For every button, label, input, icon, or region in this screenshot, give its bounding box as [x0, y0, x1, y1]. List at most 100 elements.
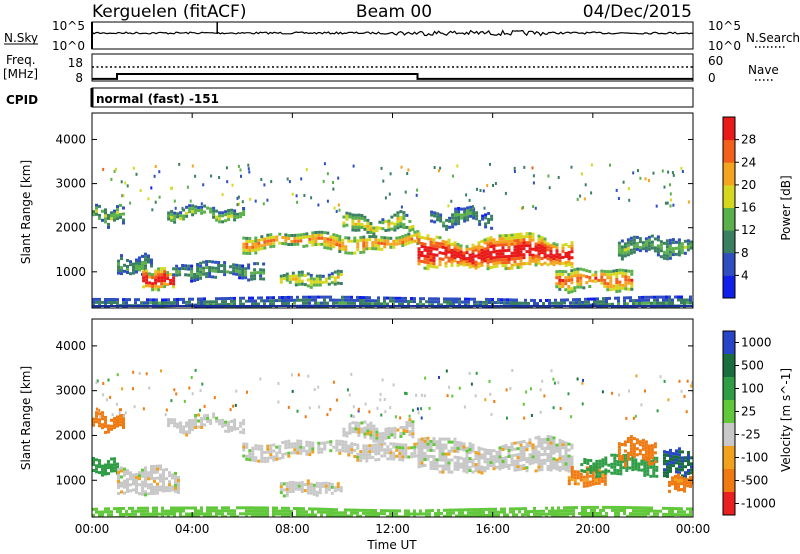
echo-cell [308, 406, 311, 410]
echo-cell [389, 406, 392, 410]
echo-cell [162, 474, 165, 478]
echo-cell [462, 442, 466, 446]
echo-cell [483, 247, 487, 251]
echo-cell [553, 381, 556, 385]
echo-cell [434, 300, 437, 304]
echo-cell [119, 408, 122, 412]
echo-cell [312, 283, 316, 287]
echo-cell [281, 299, 284, 302]
echo-cell [146, 515, 149, 517]
echo-cell [326, 199, 329, 203]
echo-cell [534, 260, 538, 264]
echo-cell [495, 255, 499, 259]
echo-cell [233, 509, 236, 513]
echo-cell [606, 270, 610, 274]
echo-cell [558, 269, 562, 273]
echo-cell [609, 273, 613, 277]
echo-cell [202, 266, 206, 270]
echo-cell [371, 512, 374, 515]
echo-cell [366, 227, 370, 231]
echo-cell [677, 295, 680, 299]
echo-cell [420, 245, 424, 248]
echo-cell [488, 301, 491, 304]
echo-cell [426, 252, 430, 256]
echo-cell [173, 199, 176, 203]
echo-cell [434, 515, 437, 517]
echo-cell [525, 466, 529, 470]
echo-cell [290, 243, 294, 246]
echo-cell [671, 250, 675, 254]
echo-cell [245, 248, 249, 252]
echo-cell [179, 214, 183, 218]
echo-cell [583, 461, 587, 464]
echo-cell [193, 276, 197, 279]
echo-cell [245, 515, 248, 517]
echo-cell [132, 271, 135, 275]
echo-cell [610, 471, 614, 475]
echo-cell [197, 515, 200, 517]
echo-cell [393, 225, 397, 229]
echo-cell [573, 470, 577, 474]
echo-cell [152, 509, 155, 513]
echo-cell [179, 297, 182, 301]
echo-cell [205, 272, 209, 276]
echo-cell [437, 515, 440, 517]
echo-cell [573, 476, 577, 480]
echo-cell [516, 462, 520, 466]
echo-cell [117, 468, 120, 471]
echo-cell [564, 288, 568, 292]
echo-cell [396, 211, 400, 215]
echo-cell [338, 208, 341, 212]
echo-cell [101, 464, 104, 468]
echo-cell [468, 247, 472, 251]
echo-cell [399, 426, 403, 429]
echo-cell [197, 413, 201, 417]
echo-cell [332, 181, 334, 184]
echo-cell [540, 468, 544, 472]
echo-cell [558, 441, 562, 445]
echo-cell [587, 297, 590, 301]
echo-cell [441, 251, 445, 255]
echo-cell [549, 459, 553, 463]
echo-cell [635, 235, 639, 239]
echo-cell [528, 453, 532, 457]
echo-cell [525, 460, 529, 464]
echo-cell [410, 240, 414, 244]
echo-cell [501, 258, 505, 262]
echo-cell [362, 447, 366, 451]
echo-cell [122, 301, 125, 305]
echo-cell [567, 457, 571, 461]
echo-cell [435, 244, 439, 248]
echo-cell [647, 447, 651, 451]
echo-cell [236, 196, 239, 200]
echo-cell [512, 298, 515, 302]
echo-cell [187, 273, 191, 277]
echo-cell [202, 272, 206, 276]
echo-cell [462, 466, 466, 470]
echo-cell [163, 270, 167, 274]
echo-cell [599, 303, 602, 307]
y-tick-label: 2000 [55, 428, 86, 442]
echo-cell [338, 238, 342, 241]
echo-cell [306, 491, 310, 495]
echo-cell [449, 508, 452, 512]
echo-cell [389, 515, 392, 517]
echo-cell [199, 261, 203, 265]
echo-cell [570, 466, 574, 469]
echo-cell [110, 424, 113, 428]
echo-cell [503, 510, 506, 514]
echo-cell [632, 512, 635, 516]
echo-cell [149, 298, 152, 302]
echo-cell [165, 486, 168, 490]
echo-cell [215, 506, 218, 510]
echo-cell [564, 465, 568, 469]
echo-cell [448, 219, 452, 223]
echo-cell [141, 480, 144, 484]
echo-cell [288, 481, 292, 485]
echo-cell [417, 465, 421, 469]
echo-cell [110, 466, 113, 470]
echo-cell [478, 219, 482, 223]
echo-cell [154, 272, 158, 276]
echo-cell [635, 241, 639, 245]
echo-cell [218, 220, 222, 224]
